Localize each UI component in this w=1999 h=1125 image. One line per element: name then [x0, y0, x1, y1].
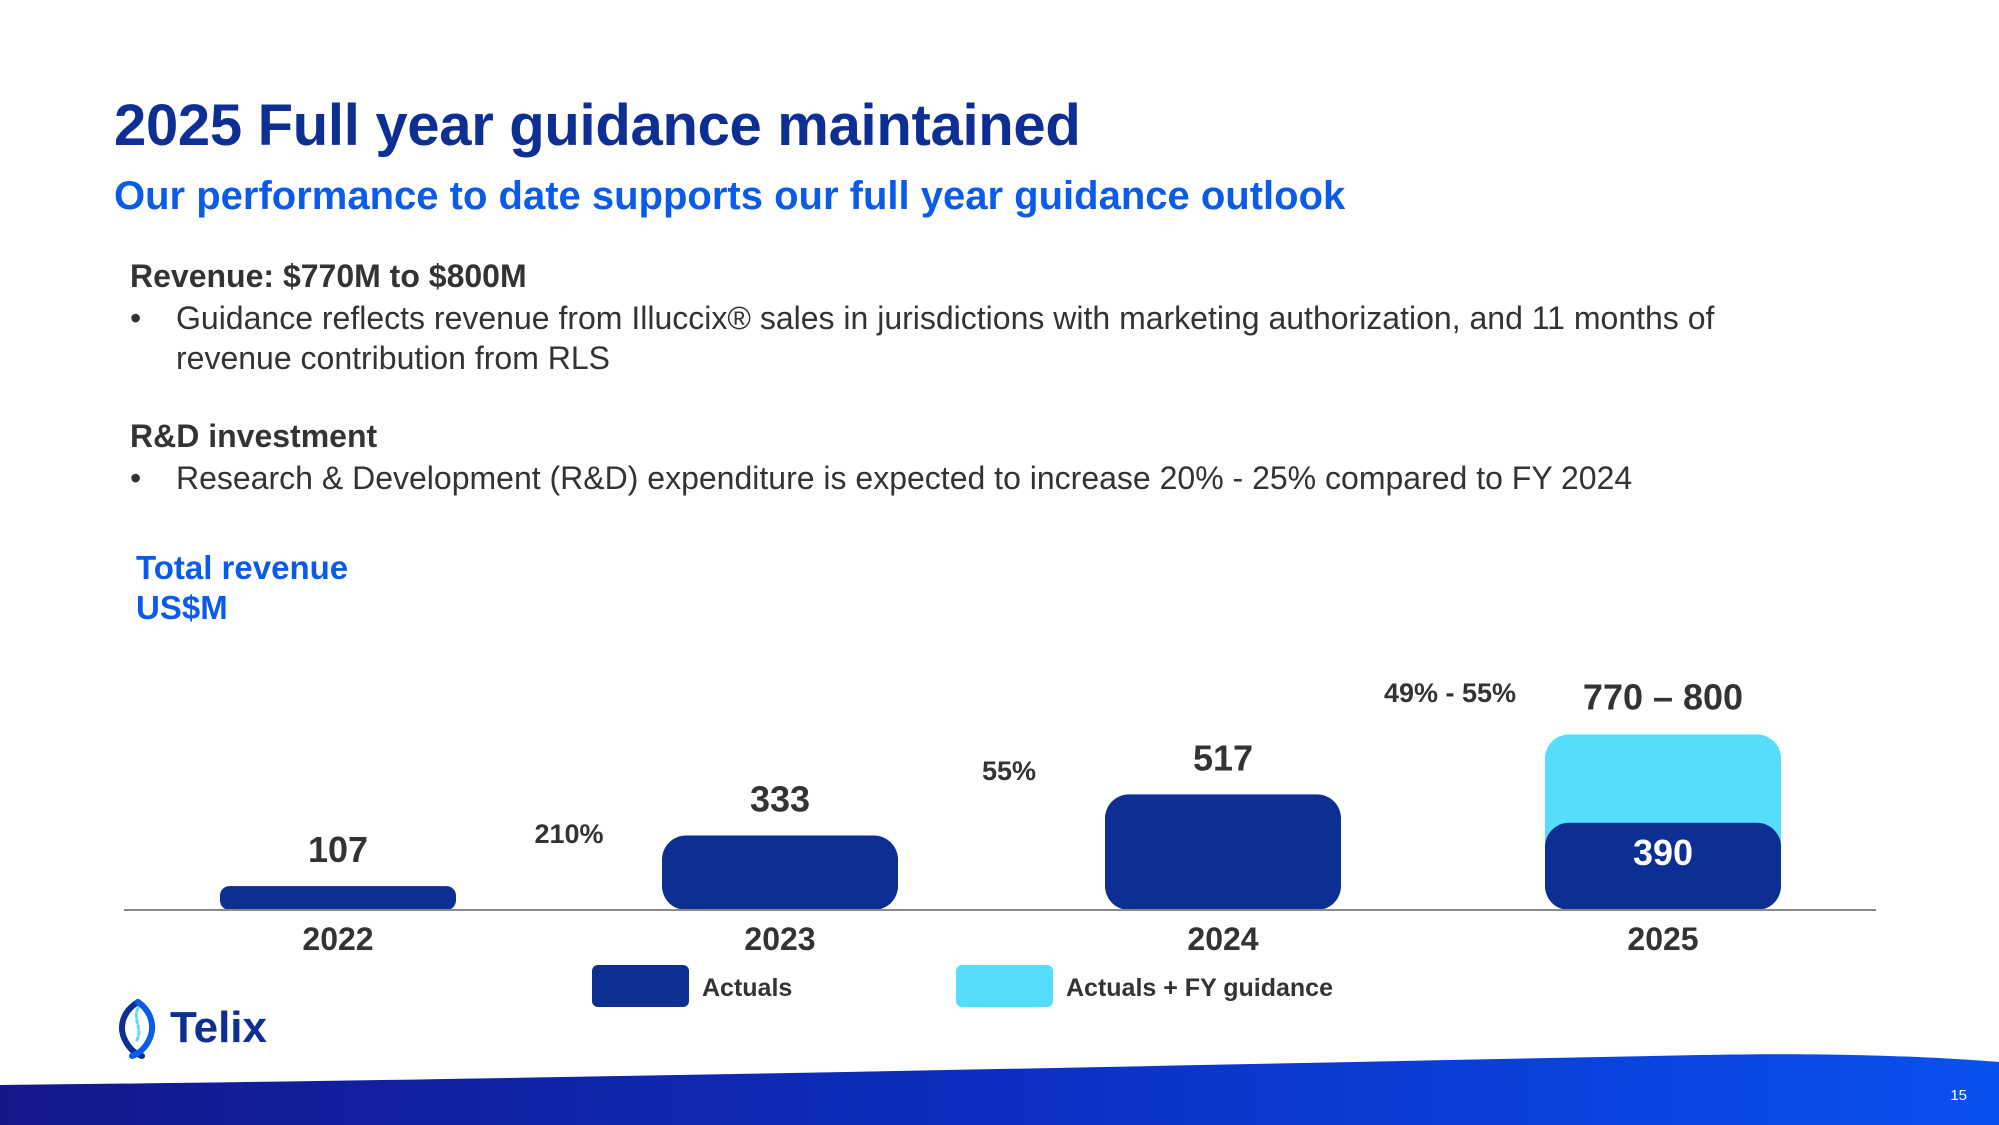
chart-title: Total revenue US$M: [136, 548, 348, 628]
x-tick-label-2022: 2022: [302, 921, 373, 957]
x-tick-label-2023: 2023: [744, 921, 815, 957]
telix-logo-text: Telix: [170, 1003, 268, 1052]
value-label-2023: 333: [750, 779, 810, 820]
revenue-bullet-line1: Guidance reflects revenue from Illuccix®…: [176, 300, 1715, 336]
growth-label-3: 49% - 55%: [1384, 678, 1516, 708]
rd-bullet-text: Research & Development (R&D) expenditure…: [176, 460, 1633, 496]
bar-2022-actual: [220, 886, 456, 910]
revenue-bullet: • Guidance reflects revenue from Illucci…: [130, 298, 1916, 378]
growth-label-2: 55%: [982, 756, 1036, 786]
bullet-glyph: •: [130, 460, 142, 496]
value-label-2022: 107: [308, 829, 368, 870]
bullet-glyph: •: [130, 300, 142, 336]
bar-2025-actual: [1545, 822, 1781, 910]
value-label-2025-actual: 390: [1633, 832, 1693, 873]
revenue-heading: Revenue: $770M to $800M: [130, 258, 527, 294]
page-number: 15: [1950, 1087, 1967, 1104]
slide-title: 2025 Full year guidance maintained: [114, 93, 1081, 158]
chart-title-line2: US$M: [136, 589, 228, 626]
bar-2024-actual: [1105, 794, 1341, 910]
value-label-2025-guidance: 770 – 800: [1583, 676, 1743, 717]
growth-label-1: 210%: [534, 819, 603, 849]
legend-swatch-actuals: [592, 965, 689, 1007]
slide-subtitle: Our performance to date supports our ful…: [114, 174, 1346, 218]
revenue-bullet-line2: revenue contribution from RLS: [176, 340, 610, 376]
legend-label-actuals: Actuals: [702, 974, 793, 1002]
x-tick-label-2024: 2024: [1187, 921, 1258, 957]
x-tick-label-2025: 2025: [1627, 921, 1698, 957]
telix-logo-icon: [119, 999, 156, 1059]
bar-2023-actual: [662, 835, 898, 910]
footer-wave: [0, 1054, 1999, 1125]
chart-title-line1: Total revenue: [136, 549, 349, 586]
value-label-2024: 517: [1193, 737, 1253, 778]
legend-swatch-guidance: [956, 965, 1053, 1007]
rd-bullet: • Research & Development (R&D) expenditu…: [130, 458, 1916, 498]
legend-label-guidance: Actuals + FY guidance: [1066, 974, 1333, 1002]
rd-heading: R&D investment: [130, 418, 378, 454]
